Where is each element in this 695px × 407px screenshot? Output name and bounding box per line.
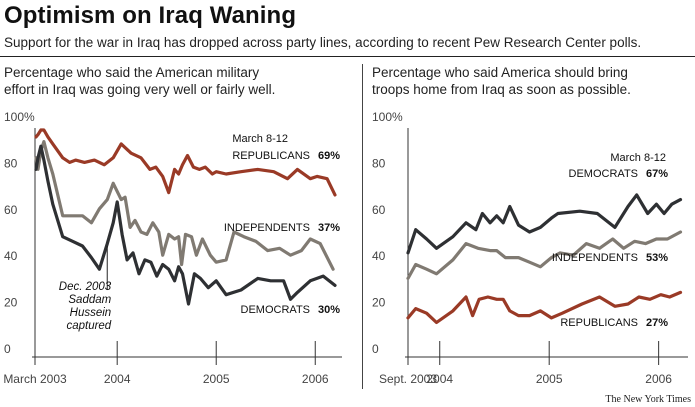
chart-1: 100% 80 60 40 20 0 March 2003 2004 2005 2006 REPUB… bbox=[3, 110, 342, 386]
right-panel-title-line-1: Percentage who said America should bring bbox=[372, 65, 628, 80]
y-tick-label: 80 bbox=[4, 156, 18, 170]
right-panel-title: Percentage who said America should bring… bbox=[372, 64, 631, 98]
annotation-text: Hussein bbox=[70, 307, 112, 319]
y-tick-label: 100% bbox=[372, 110, 403, 124]
x-tick-label: 2005 bbox=[536, 372, 563, 386]
left-panel-title-line-1: Percentage who said the American militar… bbox=[4, 65, 260, 80]
series-line-republicans bbox=[406, 290, 683, 325]
y-tick-label: 20 bbox=[372, 296, 386, 310]
x-tick-label: 2006 bbox=[645, 372, 672, 386]
credit-line: The New York Times bbox=[605, 394, 691, 405]
date-label: March 8-12 bbox=[610, 152, 666, 164]
series-line-democrats bbox=[34, 144, 337, 306]
y-tick-label: 40 bbox=[4, 249, 18, 263]
right-panel-title-line-2: troops home from Iraq as soon as possibl… bbox=[372, 82, 631, 97]
series-value-democrats: 30% bbox=[318, 304, 340, 316]
y-tick-label: 0 bbox=[372, 342, 379, 356]
y-tick-label: 0 bbox=[4, 342, 11, 356]
x-tick-label: Sept. 2003 bbox=[379, 372, 437, 386]
x-tick-label: 2004 bbox=[426, 372, 453, 386]
x-tick-label: 2006 bbox=[302, 372, 329, 386]
y-tick-label: 40 bbox=[372, 249, 386, 263]
series-label-independents: INDEPENDENTS bbox=[224, 222, 310, 234]
annotation-text: Dec. 2003 bbox=[59, 281, 112, 293]
series-label-republicans: REPUBLICANS bbox=[232, 150, 310, 162]
series-value-democrats: 67% bbox=[646, 168, 668, 180]
series-line-independents bbox=[34, 140, 335, 271]
header-divider bbox=[0, 56, 695, 57]
series-label-republicans: REPUBLICANS bbox=[560, 317, 638, 329]
x-tick-label: 2005 bbox=[203, 372, 230, 386]
left-panel-title-line-2: effort in Iraq was going very well or fa… bbox=[4, 82, 276, 97]
date-label: March 8-12 bbox=[232, 133, 288, 145]
series-line-republicans bbox=[34, 128, 337, 197]
x-tick-label: 2004 bbox=[104, 372, 131, 386]
series-value-independents: 37% bbox=[318, 222, 340, 234]
series-label-independents: INDEPENDENTS bbox=[552, 252, 638, 264]
series-label-democrats: DEMOCRATS bbox=[569, 168, 638, 180]
chart-subtitle: Support for the war in Iraq has dropped … bbox=[4, 35, 642, 50]
y-tick-label: 60 bbox=[4, 203, 18, 217]
left-panel-title: Percentage who said the American militar… bbox=[4, 64, 275, 98]
series-label-democrats: DEMOCRATS bbox=[241, 304, 310, 316]
series-line-democrats bbox=[406, 193, 683, 255]
series-value-republicans: 69% bbox=[318, 150, 340, 162]
series-value-republicans: 27% bbox=[646, 317, 668, 329]
y-tick-label: 20 bbox=[4, 296, 18, 310]
y-tick-label: 80 bbox=[372, 156, 386, 170]
x-tick-label: March 2003 bbox=[3, 372, 67, 386]
series-value-independents: 53% bbox=[646, 252, 668, 264]
panel-divider bbox=[362, 64, 363, 389]
y-tick-label: 60 bbox=[372, 203, 386, 217]
y-tick-label: 100% bbox=[4, 110, 35, 124]
annotation-text: captured bbox=[66, 320, 111, 332]
series-line-independents bbox=[406, 230, 683, 280]
annotation-text: Saddam bbox=[68, 294, 111, 306]
chart-title: Optimism on Iraq Waning bbox=[4, 2, 297, 29]
